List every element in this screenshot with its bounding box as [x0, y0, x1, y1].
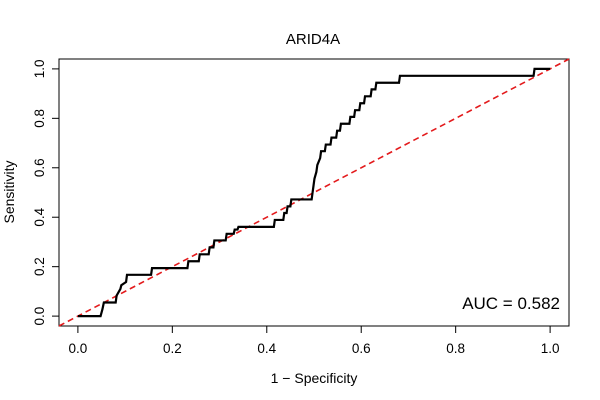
x-tick-label: 0.2: [163, 341, 182, 356]
y-axis-label: Sensitivity: [1, 160, 17, 223]
roc-curve-line: [77, 67, 551, 318]
y-tick-label: 1.0: [32, 59, 47, 78]
reference-diagonal-line: [58, 58, 570, 327]
y-axis: 0.0 0.2 0.4 0.6 0.8 1.0: [32, 59, 59, 326]
auc-annotation: AUC = 0.582: [462, 294, 560, 313]
x-tick-label: 0.4: [257, 341, 276, 356]
x-tick-label: 0.0: [68, 341, 87, 356]
y-tick-label: 0.6: [32, 158, 47, 177]
y-tick-label: 0.4: [32, 207, 47, 226]
x-tick-label: 1.0: [541, 341, 560, 356]
x-axis: 0.0 0.2 0.4 0.6 0.8 1.0: [68, 326, 560, 356]
y-tick-label: 0.8: [32, 109, 47, 128]
x-axis-label: 1 − Specificity: [271, 370, 358, 386]
plot-frame: [58, 58, 570, 327]
x-tick-label: 0.8: [446, 341, 465, 356]
x-tick-label: 0.6: [352, 341, 371, 356]
chart-title: ARID4A: [286, 31, 340, 48]
y-tick-label: 0.2: [32, 257, 47, 276]
y-tick-label: 0.0: [32, 307, 47, 326]
